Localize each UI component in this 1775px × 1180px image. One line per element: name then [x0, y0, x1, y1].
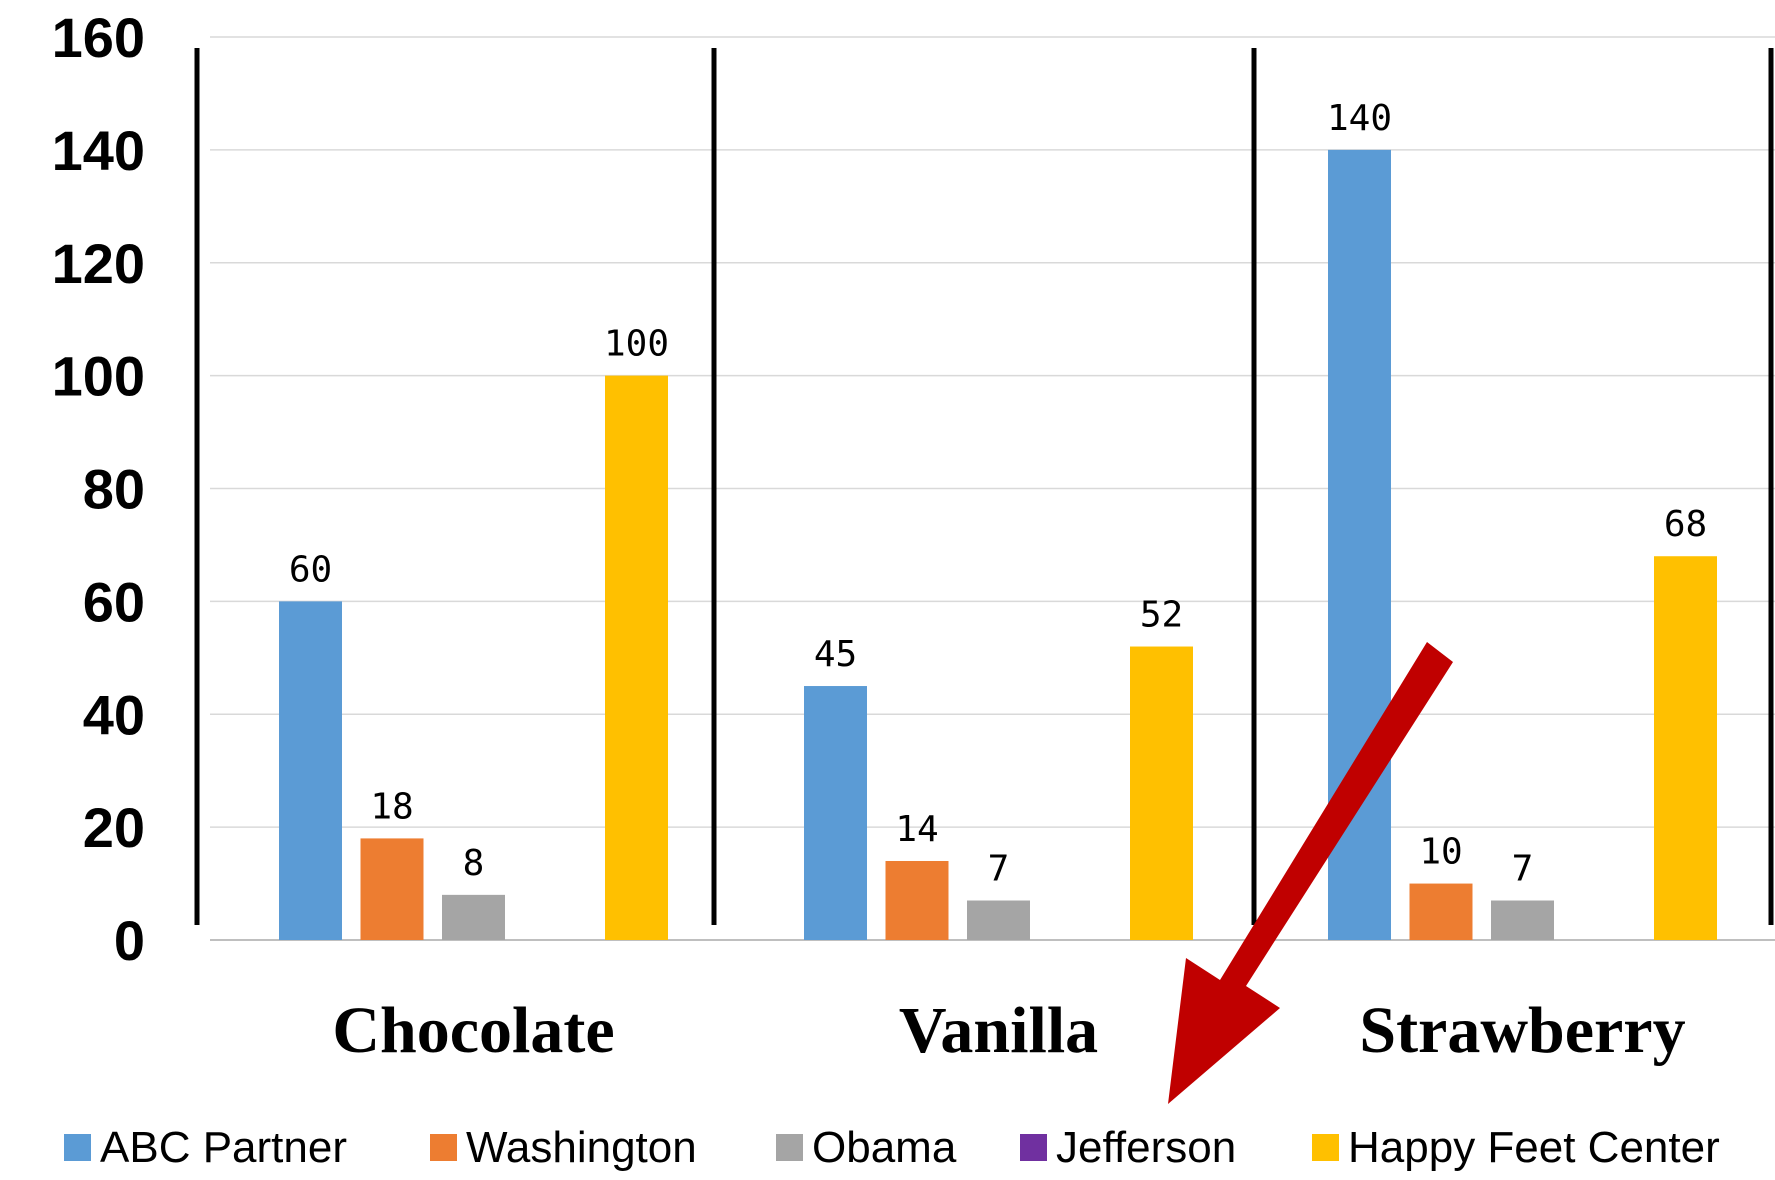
legend-swatch-jefferson [1020, 1134, 1047, 1161]
data-label-vanilla-obama: 7 [988, 848, 1010, 889]
y-tick-label: 20 [83, 796, 145, 859]
bar-strawberry-washington [1409, 883, 1473, 940]
annotation-arrow-icon [1168, 642, 1453, 1104]
y-tick-label: 100 [52, 345, 145, 408]
legend-swatch-obama [776, 1134, 803, 1161]
gridlines [210, 36, 1775, 941]
bar-strawberry-obama [1491, 900, 1554, 940]
category-label-strawberry: Strawberry [1359, 994, 1685, 1067]
legend-label-washington: Washington [466, 1123, 697, 1172]
category-labels: Chocolate Vanilla Strawberry [332, 994, 1685, 1067]
bar-vanilla-abc-partner [804, 686, 867, 940]
y-tick-label: 0 [114, 909, 145, 972]
legend-label-jefferson: Jefferson [1056, 1123, 1236, 1172]
data-label-vanilla-happy-feet-center: 52 [1140, 595, 1183, 636]
y-tick-label: 60 [83, 570, 145, 633]
data-label-strawberry-washington: 10 [1419, 832, 1462, 873]
legend-swatch-abc-partner [64, 1134, 91, 1161]
legend-label-happy-feet-center: Happy Feet Center [1348, 1123, 1720, 1172]
bar-strawberry-happy-feet-center [1654, 556, 1717, 940]
bar-chocolate-obama [442, 894, 505, 940]
bar-vanilla-happy-feet-center [1130, 646, 1193, 940]
data-label-strawberry-obama: 7 [1512, 848, 1534, 889]
data-label-chocolate-obama: 8 [463, 843, 485, 884]
y-axis-ticks: 0 20 40 60 80 100 120 140 160 [52, 6, 145, 972]
bar-chocolate-happy-feet-center [605, 375, 668, 940]
legend-label-obama: Obama [812, 1123, 957, 1172]
annotation-arrow [1168, 642, 1453, 1104]
data-labels: 60 18 8 100 45 14 7 52 140 10 7 68 [289, 98, 1707, 890]
category-label-vanilla: Vanilla [899, 994, 1098, 1067]
y-tick-label: 80 [83, 458, 145, 521]
data-label-chocolate-happy-feet-center: 100 [604, 324, 669, 365]
y-tick-label: 140 [52, 119, 145, 182]
bar-vanilla-washington [885, 860, 949, 940]
y-tick-label: 120 [52, 232, 145, 295]
legend-swatch-happy-feet-center [1312, 1134, 1339, 1161]
data-label-vanilla-washington: 14 [895, 809, 938, 850]
bar-chocolate-washington [360, 838, 424, 940]
legend: ABC Partner Washington Obama Jefferson Happy… [64, 1123, 1720, 1172]
category-label-chocolate: Chocolate [332, 994, 614, 1067]
data-label-strawberry-happy-feet-center: 68 [1664, 504, 1707, 545]
y-tick-label: 160 [52, 6, 145, 69]
legend-label-abc-partner: ABC Partner [100, 1123, 347, 1172]
bar-chocolate-abc-partner [279, 601, 342, 940]
data-label-chocolate-abc-partner: 60 [289, 549, 332, 590]
category-separators [194, 48, 1774, 925]
bar-vanilla-obama [967, 900, 1030, 940]
data-label-strawberry-abc-partner: 140 [1327, 98, 1392, 139]
data-label-vanilla-abc-partner: 45 [814, 634, 857, 675]
y-tick-label: 40 [83, 683, 145, 746]
bars [279, 149, 1717, 940]
legend-swatch-washington [430, 1134, 457, 1161]
data-label-chocolate-washington: 18 [370, 786, 413, 827]
